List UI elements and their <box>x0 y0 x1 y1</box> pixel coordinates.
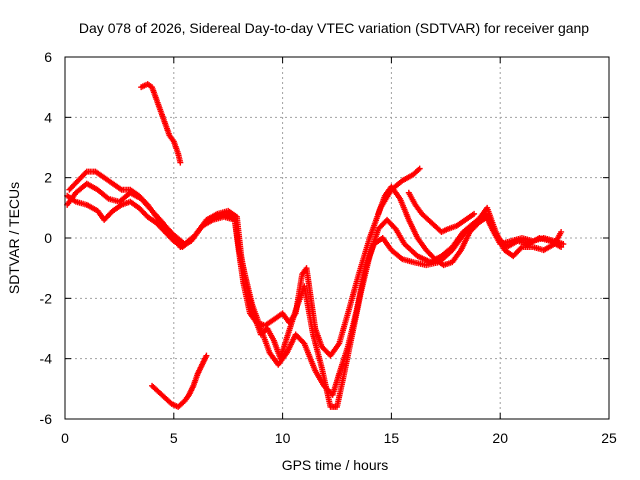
x-tick-label: 15 <box>384 430 400 446</box>
x-axis-ticks: 0 5 10 15 20 25 <box>61 57 617 446</box>
data-point <box>177 159 184 166</box>
data-series <box>64 81 567 410</box>
grid-lines <box>65 57 609 419</box>
chart-title: Day 078 of 2026, Sidereal Day-to-day VTE… <box>79 20 589 36</box>
data-point <box>560 241 567 248</box>
y-tick-label: -4 <box>40 351 53 367</box>
y-axis-label: SDTVAR / TECUs <box>6 182 22 294</box>
data-point <box>300 339 307 346</box>
data-point <box>82 169 89 176</box>
data-point <box>517 245 524 252</box>
series-track-d <box>375 183 565 269</box>
x-tick-label: 10 <box>275 430 291 446</box>
series-track-g <box>405 189 478 235</box>
x-axis-label: GPS time / hours <box>282 457 389 473</box>
data-point <box>558 244 565 251</box>
y-tick-label: -2 <box>40 290 53 306</box>
data-point <box>558 228 565 235</box>
y-tick-label: 6 <box>44 49 52 65</box>
x-tick-label: 5 <box>170 430 178 446</box>
data-point <box>203 352 210 359</box>
y-axis-ticks: -6 -4 -2 0 2 4 6 <box>40 49 609 427</box>
data-point <box>416 165 423 172</box>
x-tick-label: 25 <box>601 430 617 446</box>
series-track-f <box>149 352 210 410</box>
y-tick-label: 4 <box>44 109 52 125</box>
data-point <box>471 210 478 217</box>
y-tick-label: 0 <box>44 230 52 246</box>
y-tick-label: 2 <box>44 170 52 186</box>
x-tick-label: 20 <box>492 430 508 446</box>
y-tick-label: -6 <box>40 411 53 427</box>
series-track-e <box>138 81 184 166</box>
x-tick-label: 0 <box>61 430 69 446</box>
